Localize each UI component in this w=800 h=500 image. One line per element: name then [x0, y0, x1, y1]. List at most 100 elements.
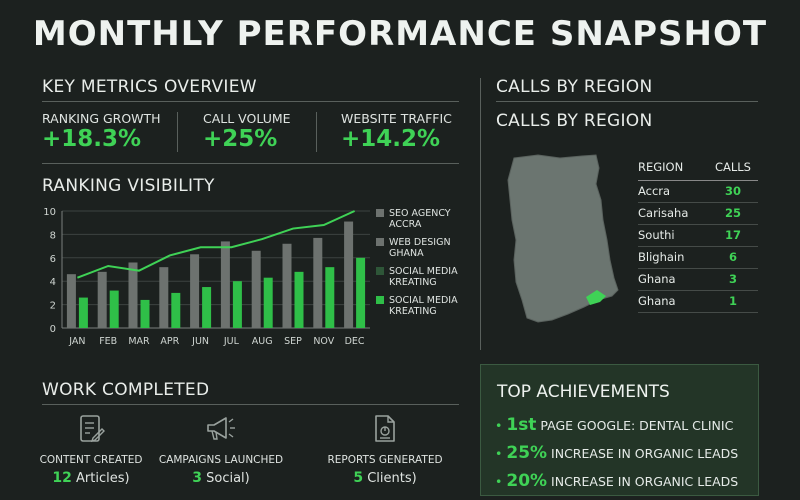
- bar-social-media: [109, 290, 119, 328]
- x-tick-label: MAR: [128, 336, 150, 347]
- bar-web-design: [313, 237, 323, 328]
- metrics-bottom-divider: [42, 163, 459, 164]
- x-tick-label: NOV: [313, 336, 334, 347]
- metric-label: WEBSITE TRAFFIC: [341, 111, 452, 126]
- map-country-shape: [507, 154, 619, 323]
- work-label: REPORTS GENERATED: [327, 454, 443, 466]
- legend-swatch: [376, 209, 384, 217]
- metric-label: CALL VOLUME: [203, 111, 291, 126]
- work-item-campaigns: CAMPAIGNS LAUNCHED 3 Social): [146, 414, 296, 486]
- legend-item: SEO AGENCY ACCRA: [376, 208, 466, 230]
- x-tick-label: APR: [160, 336, 179, 347]
- table-header-row: REGION CALLS: [638, 160, 758, 181]
- metric-separator: [177, 112, 178, 152]
- region-cell: Blighain: [638, 246, 708, 269]
- calls-cell: 6: [707, 246, 758, 269]
- legend-item: SOCIAL MEDIA KREATING: [376, 295, 466, 317]
- metrics-divider: [42, 101, 459, 102]
- x-tick-label: FEB: [99, 336, 117, 347]
- bar-web-design: [282, 243, 292, 328]
- bar-web-design: [66, 274, 76, 328]
- bar-web-design: [220, 241, 230, 328]
- metric-call-volume: CALL VOLUME +25%: [203, 111, 291, 152]
- x-tick-label: DEC: [345, 336, 365, 347]
- x-tick-label: SEP: [284, 336, 302, 347]
- metric-website-traffic: WEBSITE TRAFFIC +14.2%: [341, 111, 452, 152]
- metric-value: +14.2%: [341, 126, 441, 152]
- x-tick-label: JAN: [68, 336, 85, 347]
- work-unit: Social): [206, 471, 250, 486]
- bar-social-media: [294, 271, 304, 328]
- work-unit: Articles): [76, 471, 130, 486]
- bar-social-media: [325, 267, 335, 328]
- bullet-icon: •: [495, 474, 503, 489]
- bar-web-design: [97, 271, 107, 328]
- bullet-icon: •: [495, 446, 503, 461]
- bar-web-design: [190, 254, 200, 328]
- work-item-content: CONTENT CREATED 12 Articles): [16, 414, 166, 486]
- work-count: 5: [353, 470, 364, 486]
- legend-label: SOCIAL MEDIA KREATING: [389, 266, 458, 288]
- bar-social-media: [171, 292, 181, 328]
- table-row: Accra 30: [638, 180, 758, 203]
- work-divider: [42, 404, 459, 405]
- work-unit: Clients): [367, 471, 417, 486]
- metric-label: RANKING GROWTH: [42, 111, 161, 126]
- y-tick-label: 10: [43, 207, 56, 218]
- document-edit-icon: [80, 415, 105, 443]
- calls-cell: 17: [707, 224, 758, 247]
- bar-social-media: [78, 297, 88, 328]
- achievement-text: INCREASE IN ORGANIC LEADS: [551, 474, 739, 489]
- ghana-map: [507, 154, 619, 323]
- region-column-header: REGION: [638, 160, 708, 181]
- region-subheading: CALLS BY REGION: [496, 111, 653, 131]
- bar-web-design: [344, 221, 354, 328]
- report-icon: [375, 415, 395, 442]
- achievement-value: 25%: [506, 443, 548, 463]
- region-cell: Southi: [638, 224, 708, 247]
- chart-legend: SEO AGENCY ACCRA WEB DESIGN GHANA SOCIAL…: [376, 208, 466, 317]
- region-cell: Carisaha: [638, 202, 708, 225]
- y-tick-label: 6: [50, 254, 56, 265]
- achievements-list: • 1st PAGE GOOGLE: DENTAL CLINIC • 25% I…: [495, 407, 745, 491]
- y-tick-label: 4: [50, 277, 56, 288]
- bar-social-media: [356, 257, 366, 328]
- bar-web-design: [251, 250, 261, 328]
- bar-social-media: [232, 281, 242, 328]
- work-label: CAMPAIGNS LAUNCHED: [158, 454, 284, 466]
- achievements-panel: TOP ACHIEVEMENTS • 1st PAGE GOOGLE: DENT…: [480, 364, 759, 496]
- calls-cell: 25: [707, 202, 758, 225]
- metric-separator: [316, 112, 317, 152]
- work-value: 3 Social): [146, 470, 296, 486]
- bar-social-media: [263, 277, 273, 328]
- bar-web-design: [159, 267, 169, 328]
- work-item-reports: REPORTS GENERATED 5 Clients): [310, 414, 460, 486]
- metrics-heading: KEY METRICS OVERVIEW: [42, 77, 257, 97]
- bullet-icon: •: [495, 418, 503, 433]
- work-count: 3: [192, 470, 202, 486]
- legend-label: SEO AGENCY ACCRA: [389, 208, 451, 230]
- calls-cell: 1: [707, 290, 758, 313]
- achievement-value: 20%: [506, 471, 548, 491]
- y-tick-label: 8: [50, 230, 56, 241]
- achievement-value: 1st: [506, 415, 537, 435]
- achievements-heading: TOP ACHIEVEMENTS: [497, 382, 670, 402]
- metric-value: +25%: [203, 126, 278, 152]
- table-row: Ghana 3: [638, 268, 758, 291]
- bar-social-media: [202, 287, 212, 328]
- bar-social-media: [140, 299, 150, 328]
- calls-cell: 30: [707, 180, 758, 203]
- table-row: Blighain 6: [638, 246, 758, 269]
- work-value: 5 Clients): [310, 470, 460, 486]
- legend-swatch: [376, 238, 384, 246]
- metric-ranking-growth: RANKING GROWTH +18.3%: [42, 111, 161, 152]
- legend-label: WEB DESIGN GHANA: [389, 237, 451, 259]
- y-tick-label: 2: [50, 301, 56, 312]
- x-tick-label: JUL: [223, 336, 240, 347]
- region-cell: Ghana: [638, 290, 708, 313]
- region-divider: [496, 101, 758, 102]
- region-cell: Accra: [638, 180, 708, 203]
- metric-value: +18.3%: [42, 126, 142, 152]
- megaphone-icon: [207, 417, 235, 440]
- work-value: 12 Articles): [16, 470, 166, 486]
